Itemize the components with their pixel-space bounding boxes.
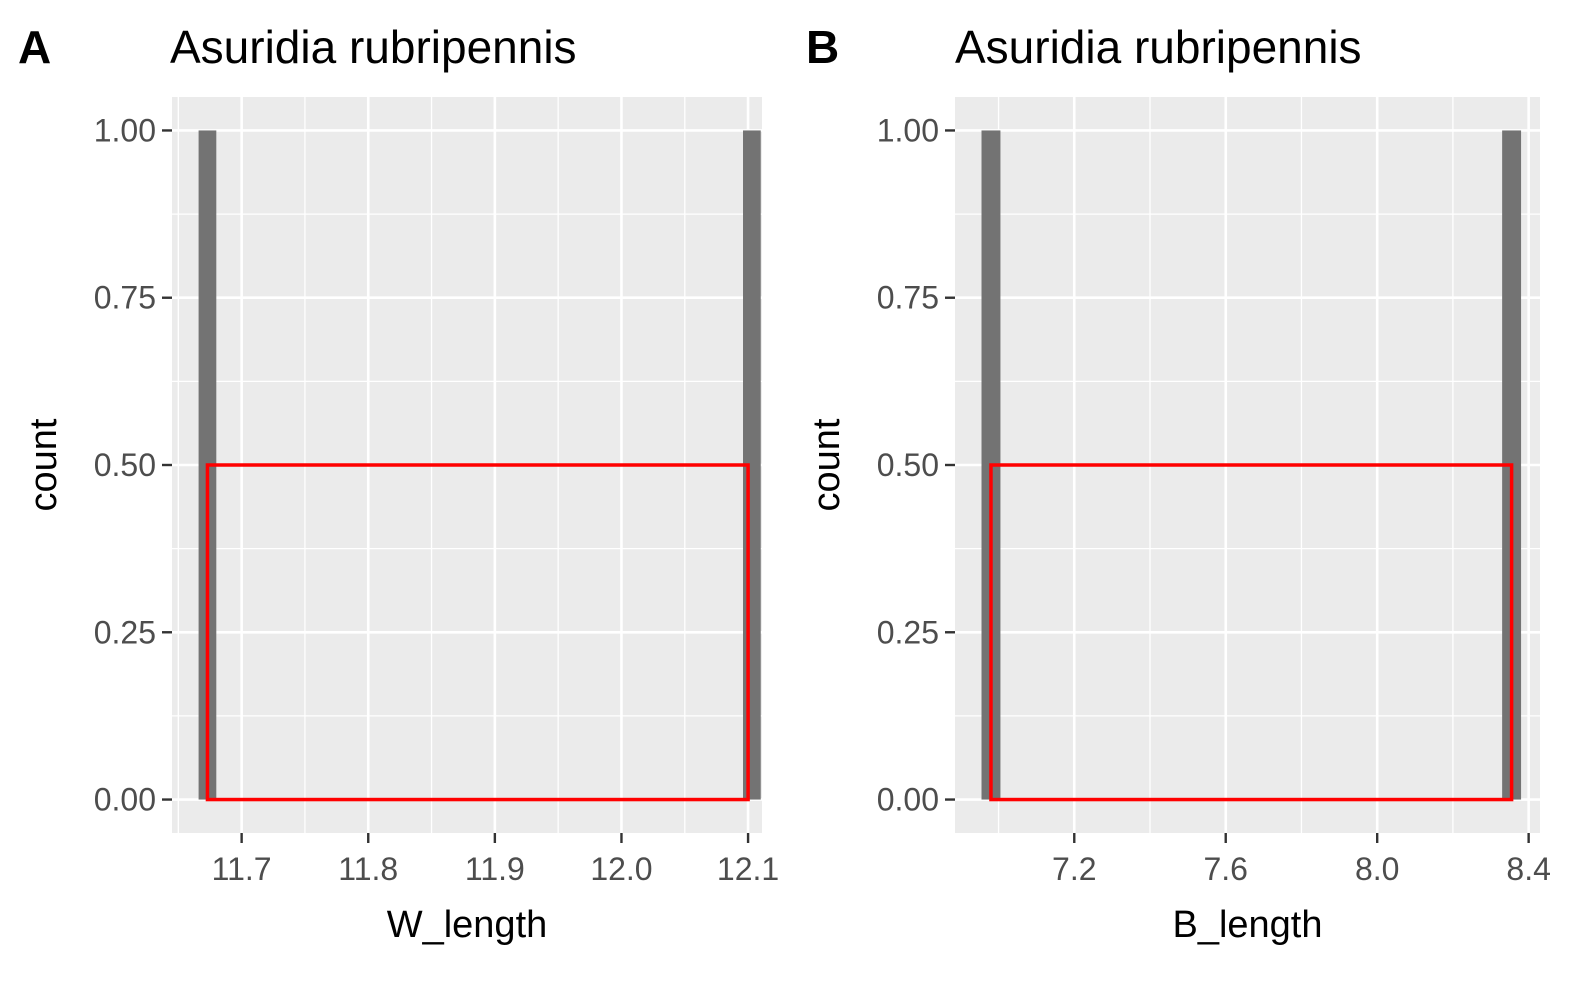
panel-title: Asuridia rubripennis	[955, 21, 1362, 73]
y-tick-label: 0.25	[94, 614, 156, 650]
x-tick-label: 11.8	[338, 851, 398, 887]
panel-b: 0.00 0.25 0.50 0.75 1.00 7.2 7.6 8.0 8.4 B_length…	[806, 21, 1551, 946]
y-axis-title: count	[23, 418, 65, 511]
panel-a: 0.00 0.25 0.50 0.75 1.00 11.7 11.8 11.9 12.0 12.1…	[18, 21, 779, 946]
x-axis-title: W_length	[387, 904, 548, 946]
y-tick-label: 0.25	[877, 614, 939, 650]
x-tick-label: 7.6	[1203, 851, 1247, 887]
y-axis-title: count	[806, 418, 848, 511]
panel-tag: A	[18, 21, 51, 73]
x-tick-label: 8.0	[1355, 851, 1399, 887]
y-tick-label: 0.50	[877, 447, 939, 483]
x-tick-label: 7.2	[1052, 851, 1096, 887]
x-tick-label: 11.9	[465, 851, 525, 887]
x-axis-title: B_length	[1172, 904, 1322, 946]
y-tick-label: 1.00	[94, 112, 156, 148]
x-tick-label: 12.1	[717, 851, 779, 887]
y-tick-label: 0.00	[94, 782, 156, 818]
panel-tag: B	[806, 21, 839, 73]
y-tick-label: 1.00	[877, 112, 939, 148]
y-tick-label: 0.00	[877, 782, 939, 818]
panel-title: Asuridia rubripennis	[170, 21, 577, 73]
x-tick-label: 11.7	[212, 851, 272, 887]
y-tick-label: 0.75	[94, 280, 156, 316]
y-tick-label: 0.75	[877, 280, 939, 316]
highlight-rectangle	[205, 463, 750, 802]
highlight-rectangle	[989, 463, 1514, 802]
x-tick-label: 8.4	[1506, 851, 1550, 887]
x-tick-label: 12.0	[590, 851, 652, 887]
y-tick-label: 0.50	[94, 447, 156, 483]
